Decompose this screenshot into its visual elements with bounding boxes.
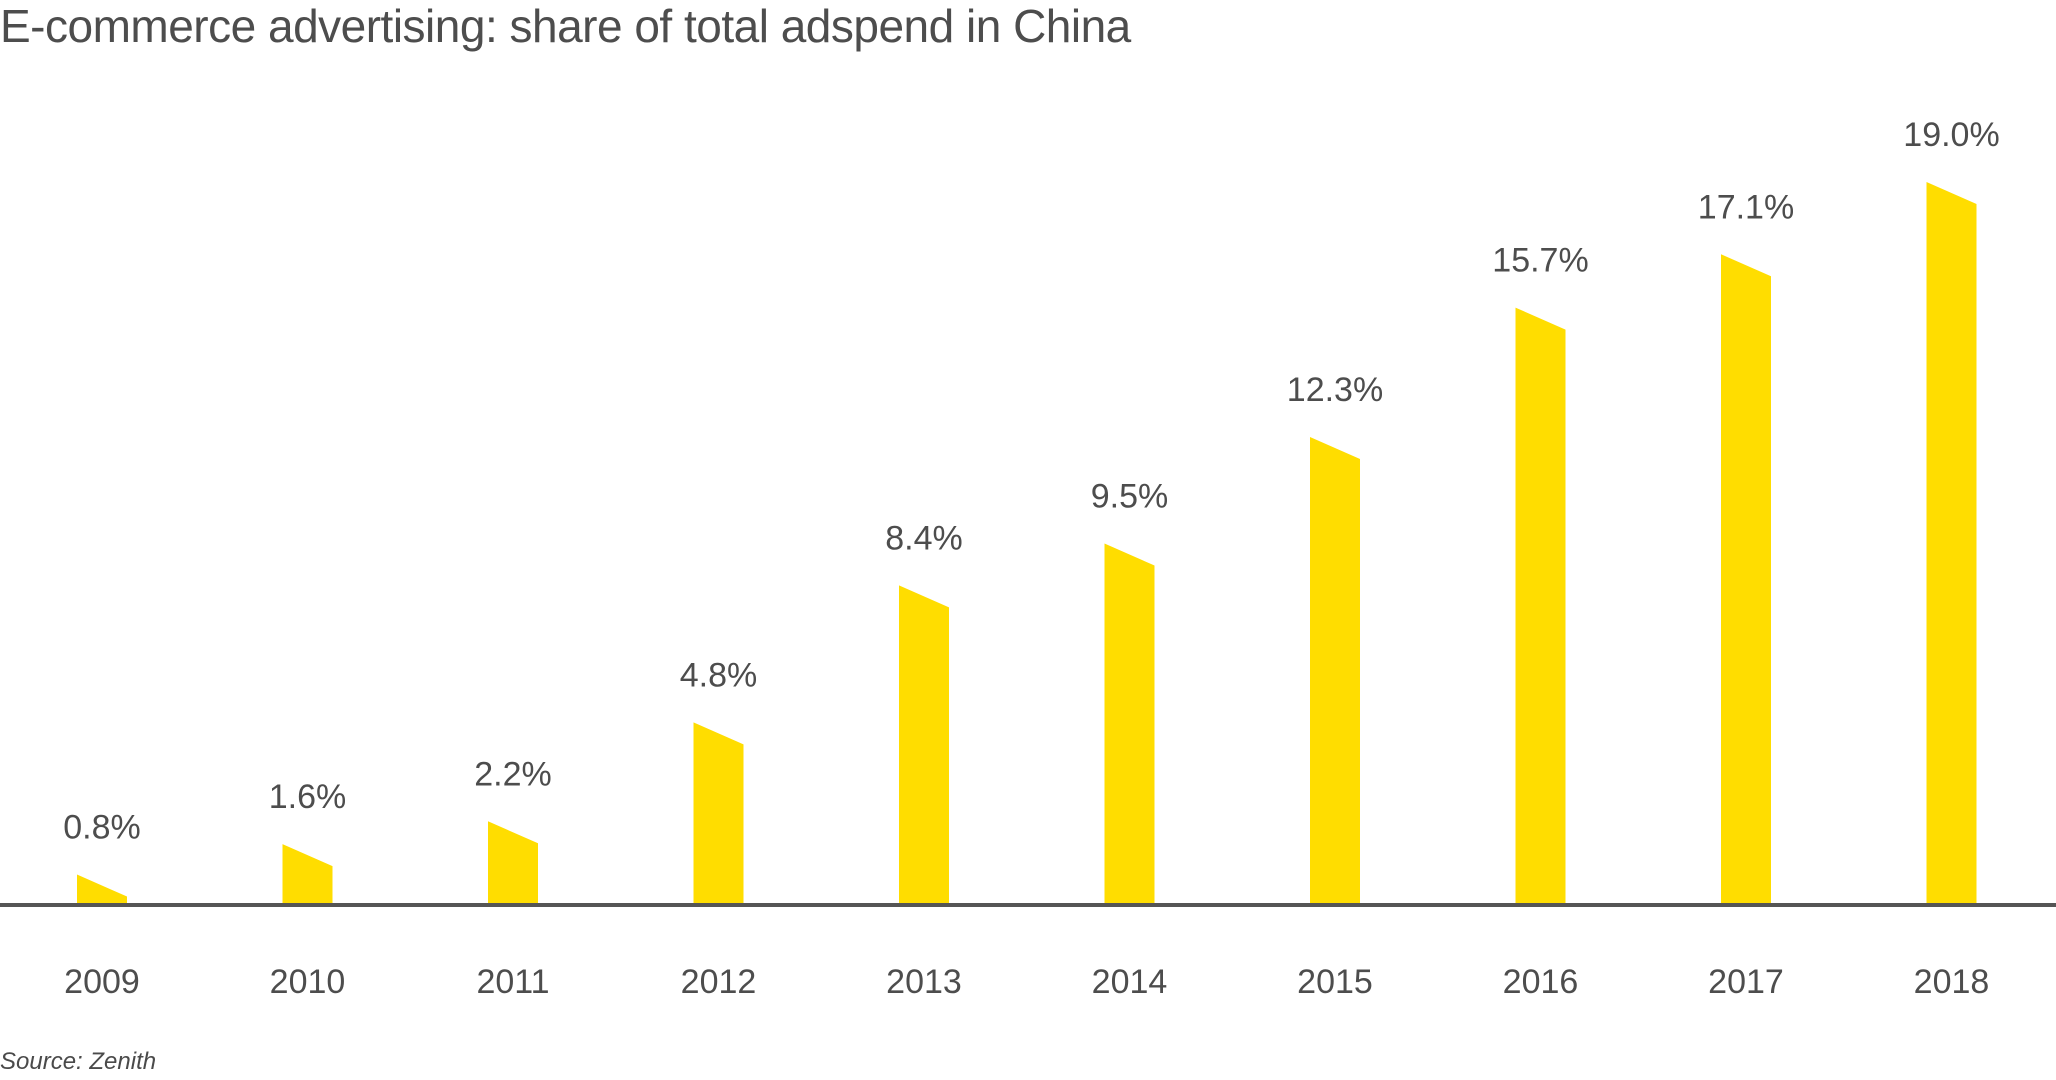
x-tick-label-2013: 2013 <box>886 963 962 1001</box>
x-axis-tick-labels: 2009 2010 2011 2012 2013 2014 2015 2016 2017 2018 <box>64 963 1989 1001</box>
bar-2018 <box>1926 182 1977 905</box>
x-tick-label-2016: 2016 <box>1503 963 1579 1001</box>
data-label-2015: 12.3% <box>1287 371 1383 409</box>
data-label-2018: 19.0% <box>1903 116 1999 154</box>
data-label-2011: 2.2% <box>474 755 552 793</box>
data-label-2013: 8.4% <box>885 519 963 557</box>
bar-2011 <box>488 821 538 905</box>
x-tick-label-2017: 2017 <box>1708 963 1784 1001</box>
data-label-2017: 17.1% <box>1698 188 1794 226</box>
bar-2016 <box>1515 307 1566 905</box>
bar-2009 <box>77 874 127 905</box>
data-label-2010: 1.6% <box>269 778 347 816</box>
bars-group <box>77 182 1977 906</box>
bar-2012 <box>693 722 744 905</box>
bar-2010 <box>282 844 333 905</box>
bar-2017 <box>1721 254 1771 906</box>
x-tick-label-2014: 2014 <box>1092 963 1168 1001</box>
x-tick-label-2010: 2010 <box>270 963 346 1001</box>
x-tick-label-2018: 2018 <box>1914 963 1990 1001</box>
source-note: Source: Zenith <box>0 1048 157 1075</box>
data-label-2009: 0.8% <box>63 809 141 847</box>
x-tick-label-2015: 2015 <box>1297 963 1373 1001</box>
data-label-2016: 15.7% <box>1492 242 1588 280</box>
x-tick-label-2011: 2011 <box>476 963 549 1001</box>
chart-title: E-commerce advertising: share of total a… <box>0 0 1131 52</box>
data-label-2014: 9.5% <box>1091 478 1169 516</box>
value-labels-group: 0.8% 1.6% 2.2% 4.8% 8.4% 9.5% 12.3% 15.7% 17.1% 1… <box>63 116 1999 847</box>
bar-2015 <box>1310 436 1360 905</box>
data-label-2012: 4.8% <box>680 656 758 694</box>
bar-2013 <box>899 585 949 905</box>
x-tick-label-2012: 2012 <box>681 963 757 1001</box>
x-tick-label-2009: 2009 <box>64 963 140 1001</box>
bar-2014 <box>1104 543 1155 905</box>
